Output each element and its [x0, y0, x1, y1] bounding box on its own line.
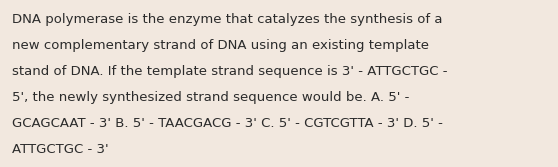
Text: stand of DNA. If the template strand sequence is 3' - ATTGCTGC -: stand of DNA. If the template strand seq…: [12, 65, 448, 78]
Text: ATTGCTGC - 3': ATTGCTGC - 3': [12, 143, 109, 156]
Text: DNA polymerase is the enzyme that catalyzes the synthesis of a: DNA polymerase is the enzyme that cataly…: [12, 13, 443, 26]
Text: 5', the newly synthesized strand sequence would be. A. 5' -: 5', the newly synthesized strand sequenc…: [12, 91, 410, 104]
Text: GCAGCAAT - 3' B. 5' - TAACGACG - 3' C. 5' - CGTCGTTA - 3' D. 5' -: GCAGCAAT - 3' B. 5' - TAACGACG - 3' C. 5…: [12, 117, 443, 130]
Text: new complementary strand of DNA using an existing template: new complementary strand of DNA using an…: [12, 39, 429, 52]
